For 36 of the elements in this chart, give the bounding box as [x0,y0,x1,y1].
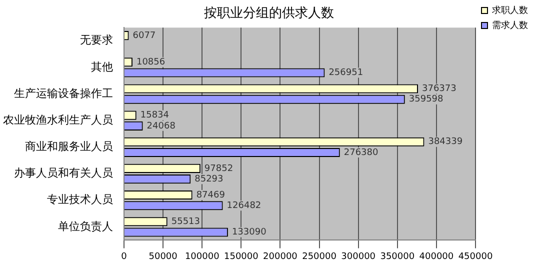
data-label: 276380 [344,148,379,158]
x-tick-label: 150000 [224,252,259,262]
y-tick-label: 农业牧渔水利生产人员 [3,113,113,126]
data-label: 10856 [136,57,166,68]
x-tick-label: 200000 [263,252,298,262]
x-tick-label: 450000 [458,252,493,262]
data-label: 55513 [171,216,200,227]
data-label: 133090 [232,228,267,238]
y-tick-label: 生产运输设备操作工 [14,86,113,100]
y-tick-label: 无要求 [80,34,113,47]
data-label: 384339 [428,137,463,148]
x-tick-label: 0 [121,252,128,262]
data-label: 15834 [140,110,170,121]
data-label: 87469 [196,190,226,200]
y-tick-label: 专业技术人员 [47,193,113,206]
y-tick-label: 其他 [91,60,113,74]
data-label: 256951 [328,68,364,78]
data-label: 24068 [146,121,176,132]
x-tick-label: 50000 [148,252,178,262]
y-tick-label: 单位负责人 [58,220,113,233]
data-label: 359598 [408,94,444,105]
y-tick-label: 商业和服务业人员 [25,140,113,154]
chart-title: 按职业分组的供求人数 [204,6,334,22]
x-tick-label: 400000 [419,252,454,262]
data-label: 6077 [132,30,156,41]
x-tick-label: 100000 [184,252,220,262]
data-label: 85293 [194,174,224,184]
data-label: 376373 [422,84,456,94]
x-tick-label: 350000 [380,252,415,262]
legend-label: 求职人数 [492,4,528,16]
legend-label: 需求人数 [492,20,528,31]
y-tick-label: 办事人员和有关人员 [14,166,113,180]
x-tick-label: 250000 [302,252,337,262]
data-label: 97852 [204,164,234,174]
data-label: 126482 [226,200,262,211]
x-tick-label: 300000 [341,252,376,262]
